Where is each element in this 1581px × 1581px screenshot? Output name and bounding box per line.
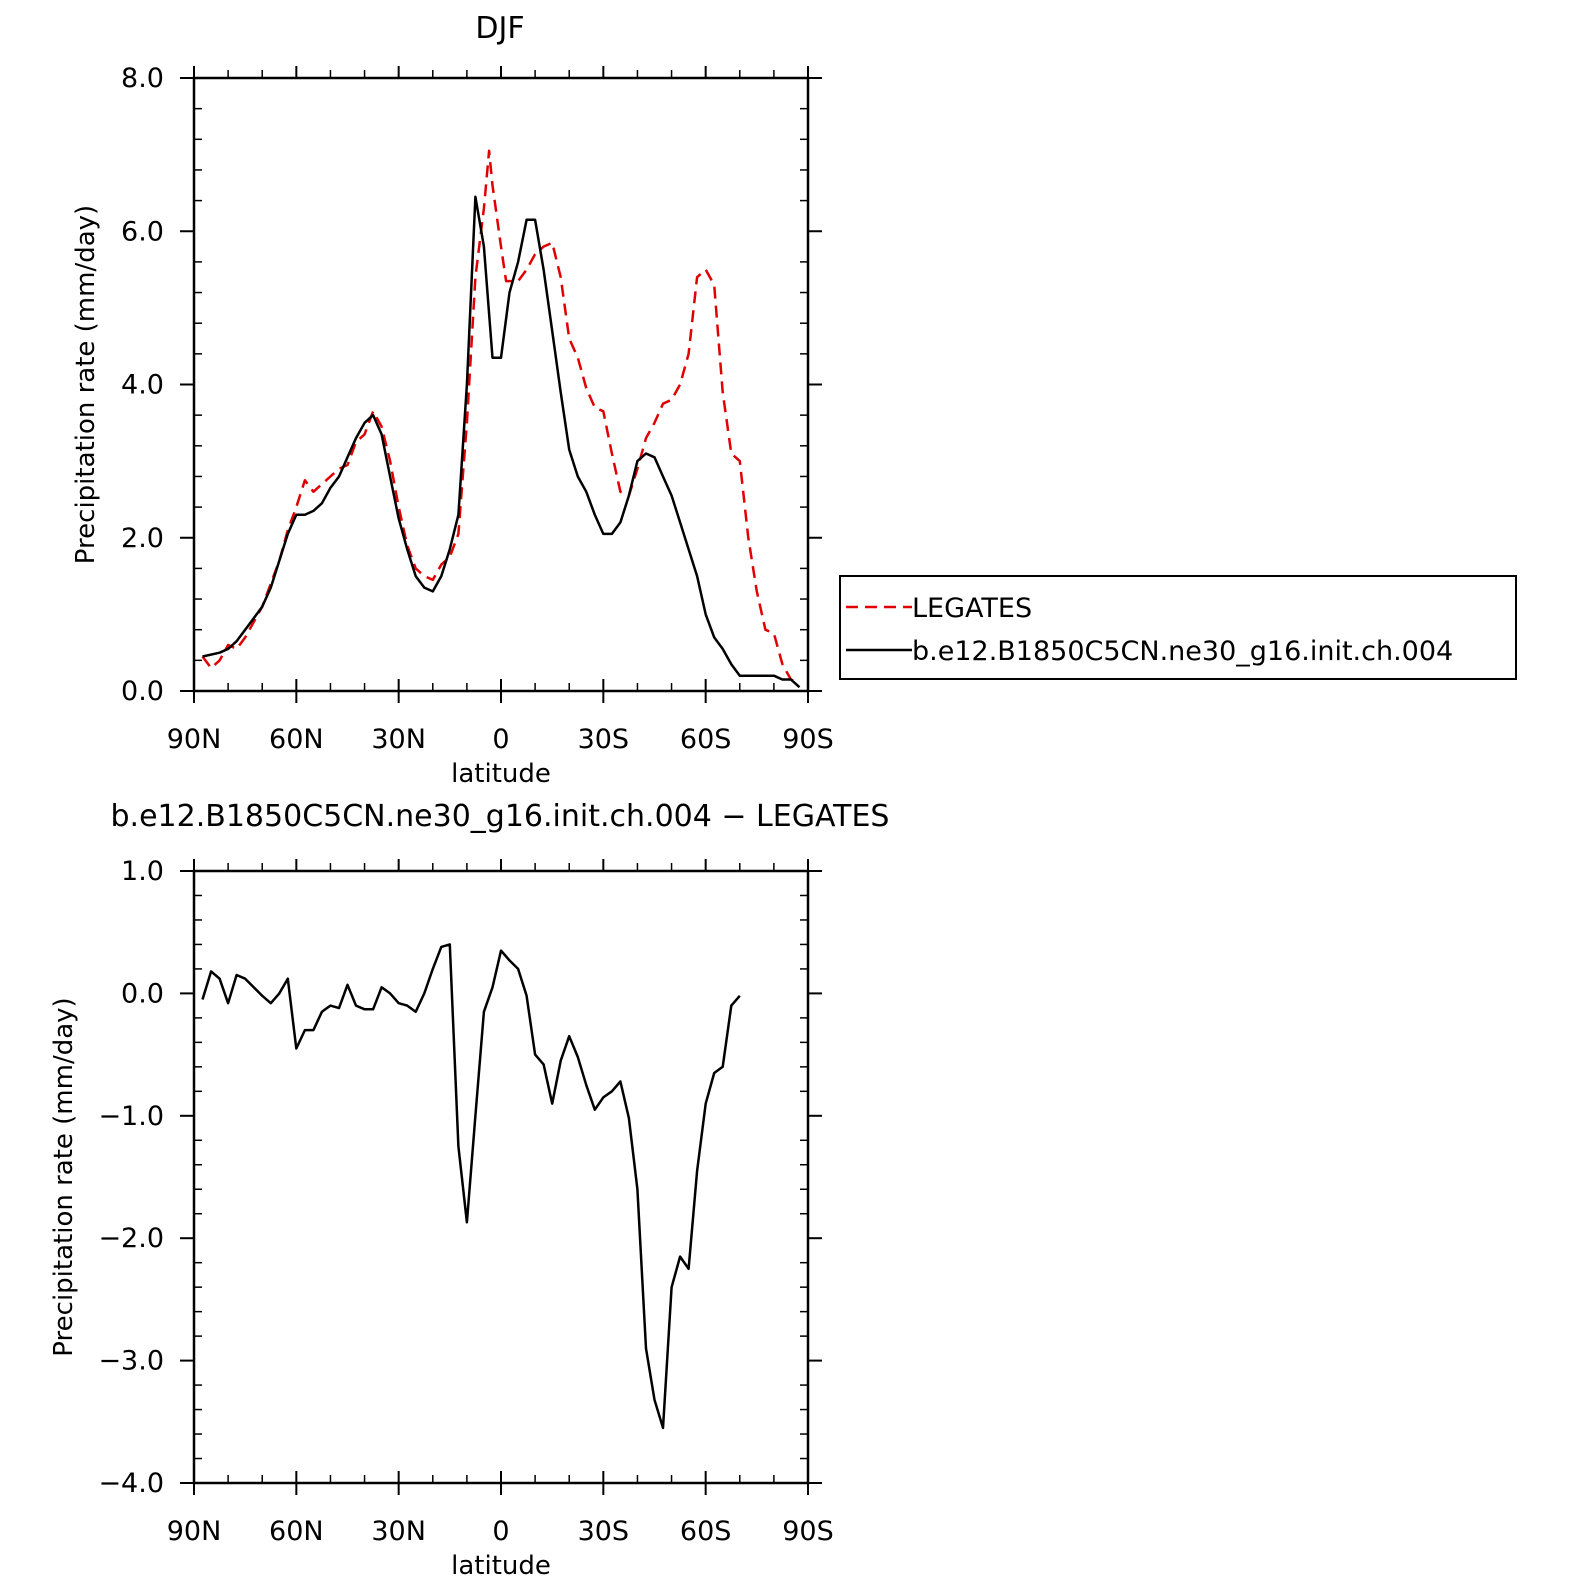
y-tick-label: 8.0 xyxy=(121,63,164,94)
y-tick-label: 4.0 xyxy=(121,370,164,401)
y-tick-label: −3.0 xyxy=(98,1346,164,1377)
top-plot-frame xyxy=(192,76,810,693)
x-tick-label: 60S xyxy=(680,724,732,755)
x-tick-label: 0 xyxy=(492,1516,509,1547)
y-tick-label: 0.0 xyxy=(121,676,164,707)
chart-title-difference: b.e12.B1850C5CN.ne30_g16.init.ch.004 − L… xyxy=(111,799,890,834)
chart-title-djf: DJF xyxy=(475,11,524,46)
top-panel-djf: DJF 90N 60N 30N 0 30S 60S 90S 0.0 2.0 4.0 6.0 8.0 l… xyxy=(71,11,834,789)
series-line-0 xyxy=(201,943,741,1430)
x-tick-label: 90S xyxy=(782,1516,834,1547)
legend-label-legates: LEGATES xyxy=(912,593,1032,624)
x-tick-label: 90S xyxy=(782,724,834,755)
x-tick-label: 30N xyxy=(371,1516,426,1547)
series-line-0 xyxy=(201,149,801,685)
top-series-group xyxy=(201,149,801,689)
top-x-axis-label: latitude xyxy=(451,759,551,789)
bottom-series-group xyxy=(201,943,741,1430)
x-tick-label: 60S xyxy=(680,1516,732,1547)
top-y-axis-label: Precipitation rate (mm/day) xyxy=(71,205,101,564)
bottom-plot-frame xyxy=(192,869,810,1485)
y-tick-label: −1.0 xyxy=(98,1101,164,1132)
x-tick-label: 90N xyxy=(167,724,222,755)
series-line-1 xyxy=(202,195,801,689)
x-tick-label: 0 xyxy=(492,724,509,755)
y-tick-label: 2.0 xyxy=(121,523,164,554)
y-tick-label: −2.0 xyxy=(98,1223,164,1254)
x-tick-label: 30S xyxy=(578,1516,630,1547)
x-tick-label: 30N xyxy=(371,724,426,755)
bottom-y-axis-label: Precipitation rate (mm/day) xyxy=(49,997,79,1356)
bottom-axis-ticks: 90N 60N 30N 0 30S 60S 90S −4.0 −3.0 −2.0 −1.0 0.0 1.… xyxy=(98,856,833,1547)
y-tick-label: 1.0 xyxy=(121,856,164,887)
top-axis-ticks: 90N 60N 30N 0 30S 60S 90S 0.0 2.0 4.0 6.0 8.0 xyxy=(121,63,834,755)
legend: LEGATES b.e12.B1850C5CN.ne30_g16.init.ch… xyxy=(839,575,1517,680)
x-tick-label: 90N xyxy=(167,1516,222,1547)
bottom-panel-difference: b.e12.B1850C5CN.ne30_g16.init.ch.004 − L… xyxy=(49,799,889,1581)
x-tick-label: 60N xyxy=(269,1516,324,1547)
legend-box xyxy=(839,575,1517,680)
bottom-x-axis-label: latitude xyxy=(451,1551,551,1581)
legend-label-model: b.e12.B1850C5CN.ne30_g16.init.ch.004 xyxy=(912,636,1453,667)
y-tick-label: 6.0 xyxy=(121,216,164,247)
x-tick-label: 30S xyxy=(578,724,630,755)
y-tick-label: 0.0 xyxy=(121,978,164,1009)
x-tick-label: 60N xyxy=(269,724,324,755)
y-tick-label: −4.0 xyxy=(98,1468,164,1499)
